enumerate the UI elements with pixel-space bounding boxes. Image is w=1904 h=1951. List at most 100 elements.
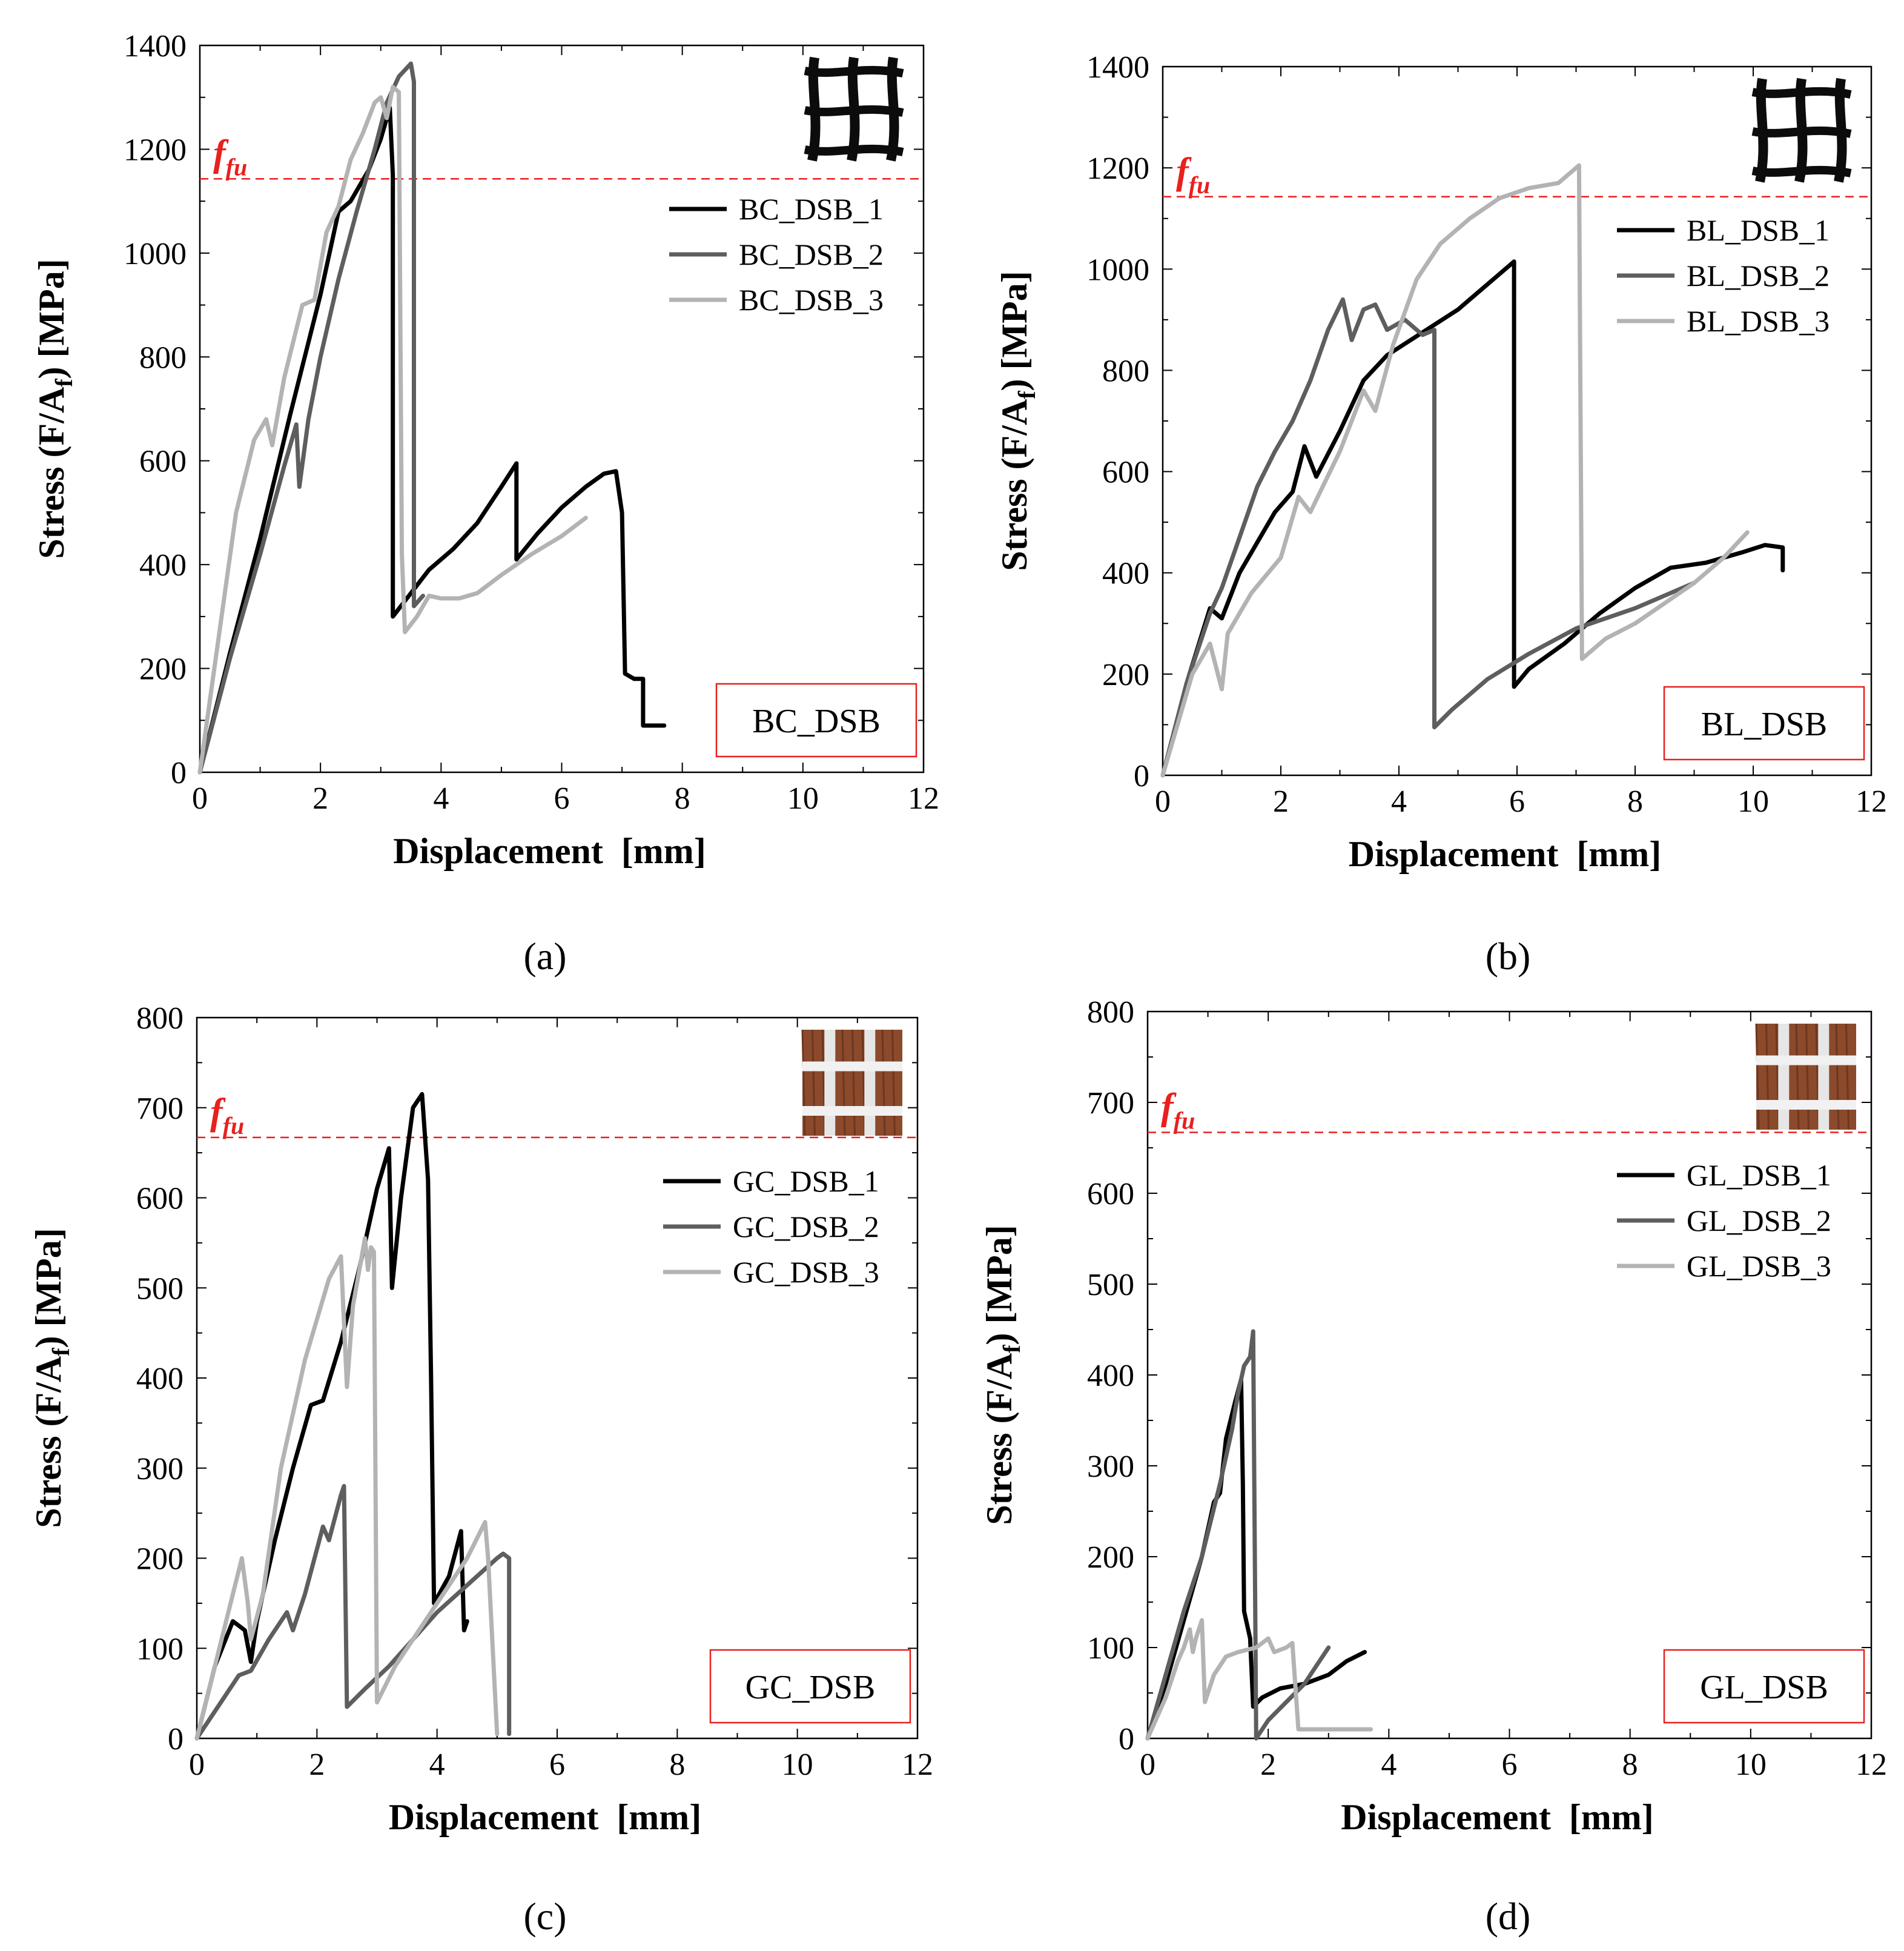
legend-label: GL_DSB_2 [1687, 1204, 1831, 1237]
y-tick-label: 200 [136, 1542, 183, 1577]
mesh-texture-icon [851, 1029, 856, 1136]
y-tick-label: 0 [1119, 1722, 1134, 1757]
y-tick-label: 600 [1087, 1177, 1134, 1211]
y-tick-label: 1400 [1086, 50, 1149, 85]
x-tick-label: 8 [1627, 784, 1643, 819]
y-tick-label: 800 [1087, 995, 1134, 1030]
glass-strand-icon [864, 1030, 876, 1136]
mesh-texture-icon [801, 1029, 806, 1136]
panel-caption-text: (d) [1486, 1895, 1531, 1938]
x-tick-label: 10 [787, 781, 819, 816]
legend-label: GC_DSB_2 [733, 1210, 879, 1244]
series-line-bl-dsb-1 [1160, 259, 1785, 778]
panel-caption: (c) [523, 1895, 566, 1938]
x-tick-label: 10 [782, 1747, 813, 1782]
chart-panel-a: 0 2 4 6 8 10 12 0 200 400 600 800 1000 1200 1400 Displa… [31, 29, 939, 978]
grid-strand-icon [804, 105, 904, 117]
x-axis-label: Displacement [mm] [1349, 834, 1662, 874]
legend-label: GC_DSB_1 [733, 1164, 879, 1198]
x-tick-label: 6 [1502, 1747, 1518, 1782]
y-axis-label: Stress (F/Af) [MPa] [994, 271, 1040, 571]
y-tick-label: 600 [136, 1182, 183, 1216]
y-axis-label: Stress (F/Af) [MPa] [979, 1225, 1025, 1525]
y-axis-label-sub: f [47, 1348, 74, 1356]
panel-caption-text: (a) [523, 935, 566, 978]
grid-strand-icon [1751, 87, 1852, 99]
x-tick-label: 10 [1737, 784, 1769, 819]
x-tick-label: 4 [1391, 784, 1407, 819]
y-axis-label: Stress (F/Af) [MPa] [31, 259, 78, 558]
panel-badge [709, 1649, 911, 1724]
y-axis-label-sub: f [998, 1345, 1025, 1353]
x-tick-label: 2 [1273, 784, 1289, 819]
panel-badge-label: GC_DSB [745, 1669, 876, 1706]
series-line-gc-dsb-2 [194, 1484, 512, 1741]
x-tick-label: 6 [1509, 784, 1525, 819]
ffu-label-sub: fu [1189, 171, 1211, 199]
ffu-label-sub: fu [1174, 1107, 1195, 1134]
x-tick-label: 8 [669, 1747, 685, 1782]
ffu-label-sub: fu [226, 153, 248, 181]
chart-panel-d: 0 2 4 6 8 10 12 0 100 200 300 400 500 600 700 800 Displa… [979, 995, 1887, 1938]
y-tick-label: 100 [1087, 1631, 1134, 1666]
y-tick-label: 700 [136, 1091, 183, 1126]
y-tick-label: 500 [1087, 1268, 1134, 1302]
panel-badge [1663, 686, 1865, 761]
x-tick-label: 4 [1381, 1747, 1397, 1782]
legend-label: BL_DSB_1 [1687, 213, 1830, 247]
x-tick-label: 4 [429, 1747, 445, 1782]
y-tick-label: 1400 [124, 29, 187, 64]
legend-label: GL_DSB_1 [1687, 1158, 1831, 1192]
glass-strand-icon [1756, 1055, 1856, 1065]
y-tick-label: 1200 [124, 133, 187, 167]
mesh-texture-icon [1845, 1023, 1849, 1130]
x-tick-label: 4 [433, 781, 449, 816]
legend-label: BC_DSB_3 [739, 283, 884, 317]
y-tick-label: 300 [136, 1452, 183, 1486]
y-tick-label: 700 [1087, 1086, 1134, 1121]
mesh-texture-icon [891, 1029, 896, 1136]
panel-badge [715, 683, 917, 758]
panel-caption: (b) [1486, 935, 1531, 978]
brown-glass-grid-icon [1755, 1023, 1856, 1130]
y-tick-label: 600 [139, 445, 187, 479]
y-tick-label: 300 [1087, 1449, 1134, 1484]
series-line-bl-dsb-3 [1160, 163, 1750, 778]
chart-panel-c: 0 2 4 6 8 10 12 0 100 200 300 400 500 600 700 800 Displa… [28, 1001, 933, 1938]
series-line-gl-dsb-2 [1145, 1329, 1331, 1741]
y-tick-label: 800 [139, 340, 187, 375]
series-line-gc-dsb-1 [194, 1091, 469, 1741]
panel-caption-text: (c) [523, 1895, 566, 1938]
x-tick-label: 2 [309, 1747, 325, 1782]
brown-glass-grid-icon [801, 1029, 902, 1136]
glass-strand-icon [802, 1061, 902, 1072]
black-grid-icon [804, 56, 904, 162]
series-line-bc-dsb-3 [197, 85, 588, 775]
ffu-label: ffu [1161, 1087, 1195, 1134]
x-tick-label: 12 [902, 1747, 933, 1782]
x-tick-label: 10 [1735, 1747, 1767, 1782]
y-axis-label: Stress (F/Af) [MPa] [28, 1228, 74, 1528]
series-line-bl-dsb-2 [1160, 297, 1696, 778]
ffu-label: ffu [1176, 151, 1210, 199]
series-line-gc-dsb-3 [194, 1236, 500, 1741]
x-tick-label: 12 [1856, 784, 1887, 819]
x-tick-label: 0 [1140, 1747, 1155, 1782]
x-axis-label: Displacement [mm] [1341, 1797, 1654, 1837]
series-line-bc-dsb-1 [197, 105, 667, 775]
grid-strand-icon [804, 65, 904, 78]
x-tick-label: 6 [554, 781, 570, 816]
y-tick-label: 1000 [124, 237, 187, 271]
legend-label: GC_DSB_3 [733, 1255, 879, 1289]
y-axis-label-main: Stress (F/A [28, 1356, 68, 1528]
mesh-texture-icon [1765, 1023, 1770, 1130]
ffu-label: ffu [213, 133, 247, 181]
chart-panel-b: 0 2 4 6 8 10 12 0 200 400 600 800 1000 1200 1400 Displa… [994, 50, 1887, 978]
mesh-texture-icon [881, 1029, 886, 1136]
glass-strand-icon [802, 1106, 902, 1116]
series-line-gl-dsb-3 [1145, 1618, 1373, 1741]
y-tick-label: 600 [1102, 455, 1149, 490]
black-grid-icon [1751, 78, 1852, 183]
ffu-label-sub: fu [223, 1112, 245, 1139]
